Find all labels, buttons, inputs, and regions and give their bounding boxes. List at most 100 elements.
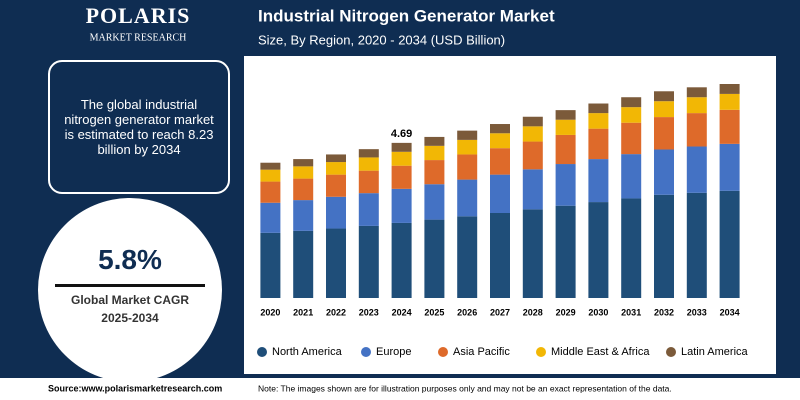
- bar-segment: [260, 232, 281, 298]
- bar-segment: [424, 184, 445, 220]
- legend-marker: [666, 347, 676, 357]
- x-tick-label: 2021: [293, 307, 313, 317]
- footer-strip: [0, 378, 800, 400]
- statement-box: The global industrial nitrogen generator…: [48, 60, 230, 194]
- bar-segment: [522, 116, 543, 127]
- bar-segment: [293, 230, 314, 298]
- bar-segment: [686, 113, 707, 147]
- source: Source:www.polarismarketresearch.com: [48, 383, 222, 393]
- x-tick-label: 2031: [621, 307, 641, 317]
- divider: [55, 284, 205, 287]
- bar-segment: [588, 103, 609, 114]
- bar-segment: [457, 130, 478, 140]
- total-label: 4.69: [391, 128, 412, 140]
- bar-segment: [293, 200, 314, 231]
- bar-segment: [260, 202, 281, 233]
- x-tick-label: 2024: [392, 307, 412, 317]
- bar-segment: [522, 126, 543, 142]
- x-tick-label: 2034: [720, 307, 740, 317]
- legend-label: Middle East & Africa: [551, 346, 650, 358]
- bar-segment: [490, 133, 510, 149]
- legend-marker: [536, 347, 546, 357]
- bar-segment: [621, 122, 642, 155]
- bar-segment: [457, 216, 478, 298]
- bar-segment: [490, 148, 510, 175]
- x-tick-label: 2028: [523, 307, 543, 317]
- bar-segment: [522, 141, 543, 170]
- bar-segment: [457, 179, 478, 217]
- bar-segment: [555, 134, 576, 165]
- bar-segment: [490, 124, 510, 134]
- cagr-period: 2025-2034: [101, 311, 159, 325]
- x-tick-label: 2020: [260, 307, 280, 317]
- bar-segment: [686, 146, 707, 193]
- x-tick-label: 2023: [359, 307, 379, 317]
- bar-segment: [588, 202, 609, 298]
- bar-segment: [358, 157, 379, 171]
- bar-segment: [719, 93, 740, 110]
- bar-segment: [326, 228, 346, 298]
- bar-segment: [457, 139, 478, 155]
- bar-segment: [424, 145, 445, 161]
- bar-segment: [490, 212, 510, 298]
- bar-segment: [654, 101, 674, 118]
- bar-segment: [358, 149, 379, 158]
- legend-marker: [438, 347, 448, 357]
- legend-label: Latin America: [681, 346, 749, 358]
- x-tick-label: 2029: [556, 307, 576, 317]
- bar-segment: [391, 222, 412, 298]
- legend-marker: [361, 347, 371, 357]
- bar-segment: [358, 225, 379, 298]
- bar-segment: [686, 97, 707, 114]
- bar-segment: [391, 142, 412, 152]
- bar-segment: [588, 113, 609, 129]
- bar-segment: [588, 128, 609, 160]
- x-tick-label: 2025: [424, 307, 444, 317]
- x-tick-label: 2022: [326, 307, 346, 317]
- bar-segment: [654, 149, 674, 195]
- bar-segment: [654, 194, 674, 298]
- bar-segment: [326, 162, 346, 175]
- legend-label: North America: [272, 346, 343, 358]
- brand: POLARIS: [86, 3, 191, 28]
- bar-segment: [522, 209, 543, 298]
- bar-segment: [621, 198, 642, 298]
- bar-segment: [326, 196, 346, 229]
- bar-segment: [621, 107, 642, 123]
- bar-segment: [391, 188, 412, 223]
- bar-segment: [621, 154, 642, 199]
- bar-segment: [326, 154, 346, 163]
- note: Note: The images shown are for illustrat…: [258, 383, 672, 393]
- legend-marker: [257, 347, 267, 357]
- bar-segment: [654, 91, 674, 102]
- bar-segment: [654, 117, 674, 150]
- bar-segment: [358, 170, 379, 194]
- bar-segment: [555, 205, 576, 298]
- legend-label: Asia Pacific: [453, 346, 510, 358]
- x-tick-label: 2026: [457, 307, 477, 317]
- bar-segment: [686, 192, 707, 298]
- bar-segment: [260, 162, 281, 170]
- bar-segment: [686, 87, 707, 98]
- x-tick-label: 2032: [654, 307, 674, 317]
- bar-segment: [358, 193, 379, 226]
- cagr-label: Global Market CAGR: [70, 293, 190, 307]
- bar-segment: [522, 169, 543, 210]
- bar-segment: [555, 110, 576, 120]
- chart-title: Industrial Nitrogen Generator Market: [258, 6, 555, 25]
- bar-segment: [260, 169, 281, 182]
- x-tick-label: 2033: [687, 307, 707, 317]
- bar-segment: [621, 97, 642, 108]
- bar-segment: [490, 174, 510, 213]
- bar-segment: [293, 166, 314, 179]
- legend-label: Europe: [376, 346, 411, 358]
- cagr-circle: 5.8% Global Market CAGR 2025-2034: [38, 198, 222, 382]
- bar-segment: [391, 165, 412, 189]
- statement: The global industrial nitrogen generator…: [64, 97, 214, 157]
- brand-sub: MARKET RESEARCH: [90, 32, 187, 43]
- bar-segment: [719, 84, 740, 94]
- cagr-value: 5.8%: [98, 244, 162, 275]
- bar-segment: [260, 181, 281, 203]
